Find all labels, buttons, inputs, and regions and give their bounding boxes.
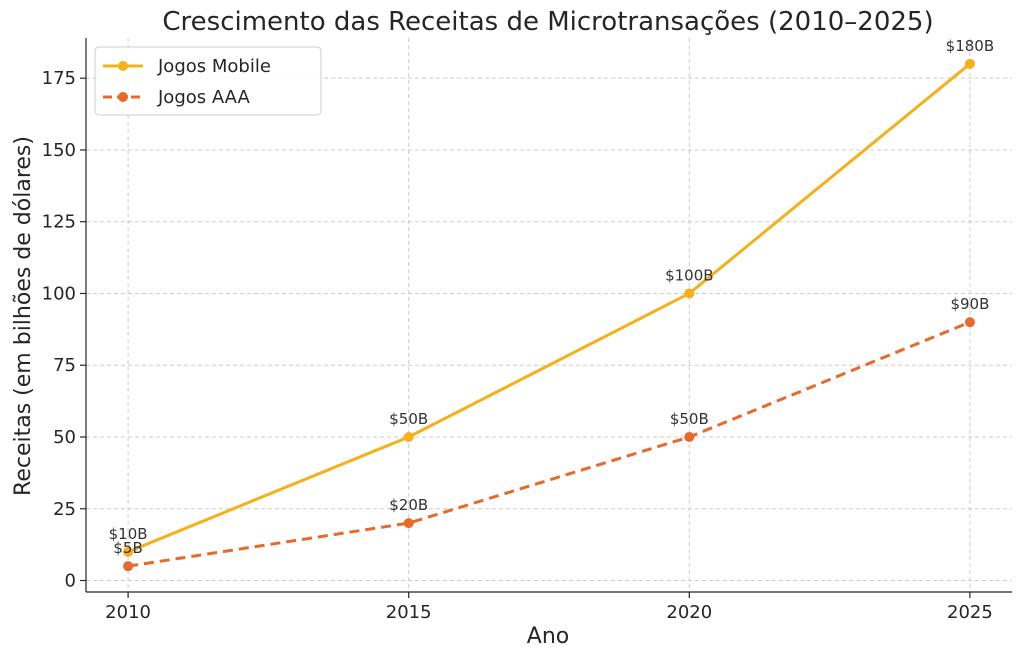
data-point-jogos-aaa	[403, 518, 414, 529]
series	[123, 58, 975, 572]
series-line-jogos-aaa	[127, 320, 971, 568]
data-label-jogos-aaa: $90B	[950, 295, 989, 313]
y-tick-label: 50	[53, 427, 76, 448]
data-point-jogos-aaa	[123, 561, 134, 572]
grid	[86, 38, 1012, 592]
data-point-jogos-mobile	[684, 288, 695, 299]
y-tick-label: 175	[42, 68, 76, 89]
data-label-jogos-aaa: $20B	[389, 496, 428, 514]
data-point-jogos-aaa	[964, 317, 975, 328]
x-axis-label: Ano	[527, 624, 569, 649]
y-ticks: 0 25 50 75 100 125 150 175	[42, 68, 86, 592]
x-tick-label: 2010	[105, 602, 151, 623]
legend: Jogos Mobile Jogos AAA	[94, 46, 322, 116]
data-point-jogos-mobile	[123, 546, 134, 557]
data-label-jogos-aaa: $5B	[113, 539, 142, 557]
x-ticks: 2010 2015 2020 2025	[105, 592, 993, 623]
y-tick-label: 100	[42, 283, 76, 304]
y-axis-label: Receitas (em bilhões de dólares)	[11, 136, 36, 496]
data-label-jogos-aaa: $50B	[670, 410, 709, 428]
chart-title: Crescimento das Receitas de Microtransaç…	[162, 7, 933, 37]
y-tick-label: 75	[53, 355, 76, 376]
y-tick-label: 0	[65, 571, 76, 592]
y-tick-label: 125	[42, 212, 76, 233]
data-point-jogos-mobile	[964, 58, 975, 69]
series-line-jogos-mobile	[127, 62, 971, 554]
data-point-jogos-aaa	[684, 431, 695, 442]
legend-box	[94, 46, 322, 116]
data-label-jogos-mobile: $10B	[109, 525, 148, 543]
data-label-jogos-mobile: $100B	[665, 266, 713, 284]
x-tick-label: 2020	[666, 602, 712, 623]
legend-marker-jogos-aaa	[118, 92, 128, 102]
y-tick-label: 150	[42, 140, 76, 161]
data-labels: $10B $50B $100B $180B $5B $20B $50B $90B	[109, 37, 995, 557]
x-tick-label: 2025	[947, 602, 993, 623]
y-tick-label: 25	[53, 499, 76, 520]
legend-label-jogos-mobile: Jogos Mobile	[157, 56, 271, 77]
legend-marker-jogos-mobile	[118, 61, 128, 71]
data-point-jogos-mobile	[403, 431, 414, 442]
data-label-jogos-mobile: $180B	[946, 37, 994, 55]
legend-label-jogos-aaa: Jogos AAA	[157, 87, 250, 108]
data-label-jogos-mobile: $50B	[389, 410, 428, 428]
x-tick-label: 2015	[386, 602, 432, 623]
